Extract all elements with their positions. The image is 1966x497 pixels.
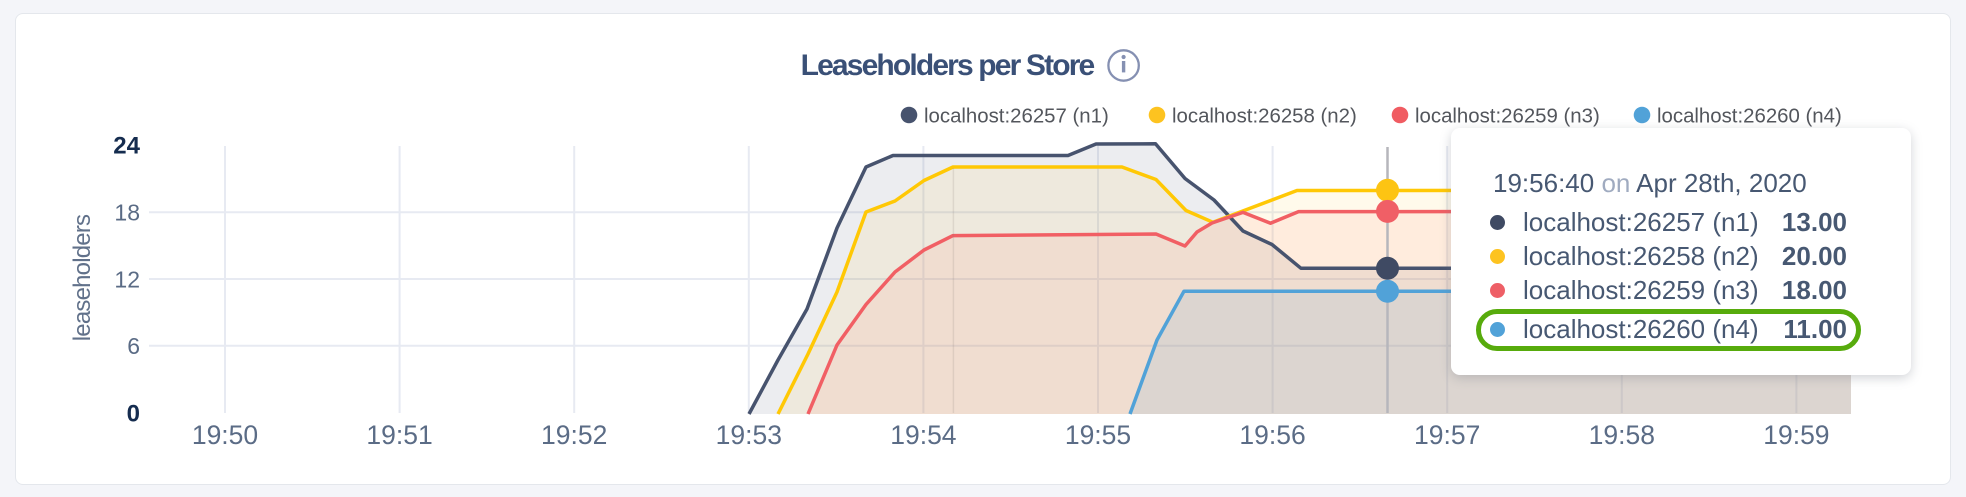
svg-text:localhost:26260 (n4): localhost:26260 (n4): [1657, 106, 1842, 128]
svg-text:19:51: 19:51: [366, 420, 432, 450]
svg-text:19:56: 19:56: [1239, 420, 1305, 450]
svg-text:24: 24: [113, 133, 140, 160]
svg-text:Leaseholders per Store: Leaseholders per Store: [801, 49, 1095, 82]
svg-text:12: 12: [114, 266, 140, 292]
svg-text:6: 6: [127, 333, 140, 359]
svg-text:19:58: 19:58: [1589, 420, 1655, 450]
svg-text:19:50: 19:50: [192, 420, 258, 450]
svg-text:localhost:26257 (n1): localhost:26257 (n1): [924, 106, 1109, 128]
svg-text:19:52: 19:52: [541, 420, 607, 450]
svg-text:19:53: 19:53: [716, 420, 782, 450]
svg-text:19:54: 19:54: [890, 420, 956, 450]
svg-text:localhost:26258 (n2): localhost:26258 (n2): [1172, 106, 1357, 128]
svg-text:0: 0: [127, 401, 140, 428]
svg-text:19:57: 19:57: [1414, 420, 1480, 450]
svg-text:leaseholders: leaseholders: [69, 214, 96, 341]
svg-text:19:59: 19:59: [1763, 420, 1829, 450]
svg-text:localhost:26259 (n3): localhost:26259 (n3): [1415, 106, 1600, 128]
svg-text:19:55: 19:55: [1065, 420, 1131, 450]
svg-text:18: 18: [114, 200, 140, 226]
